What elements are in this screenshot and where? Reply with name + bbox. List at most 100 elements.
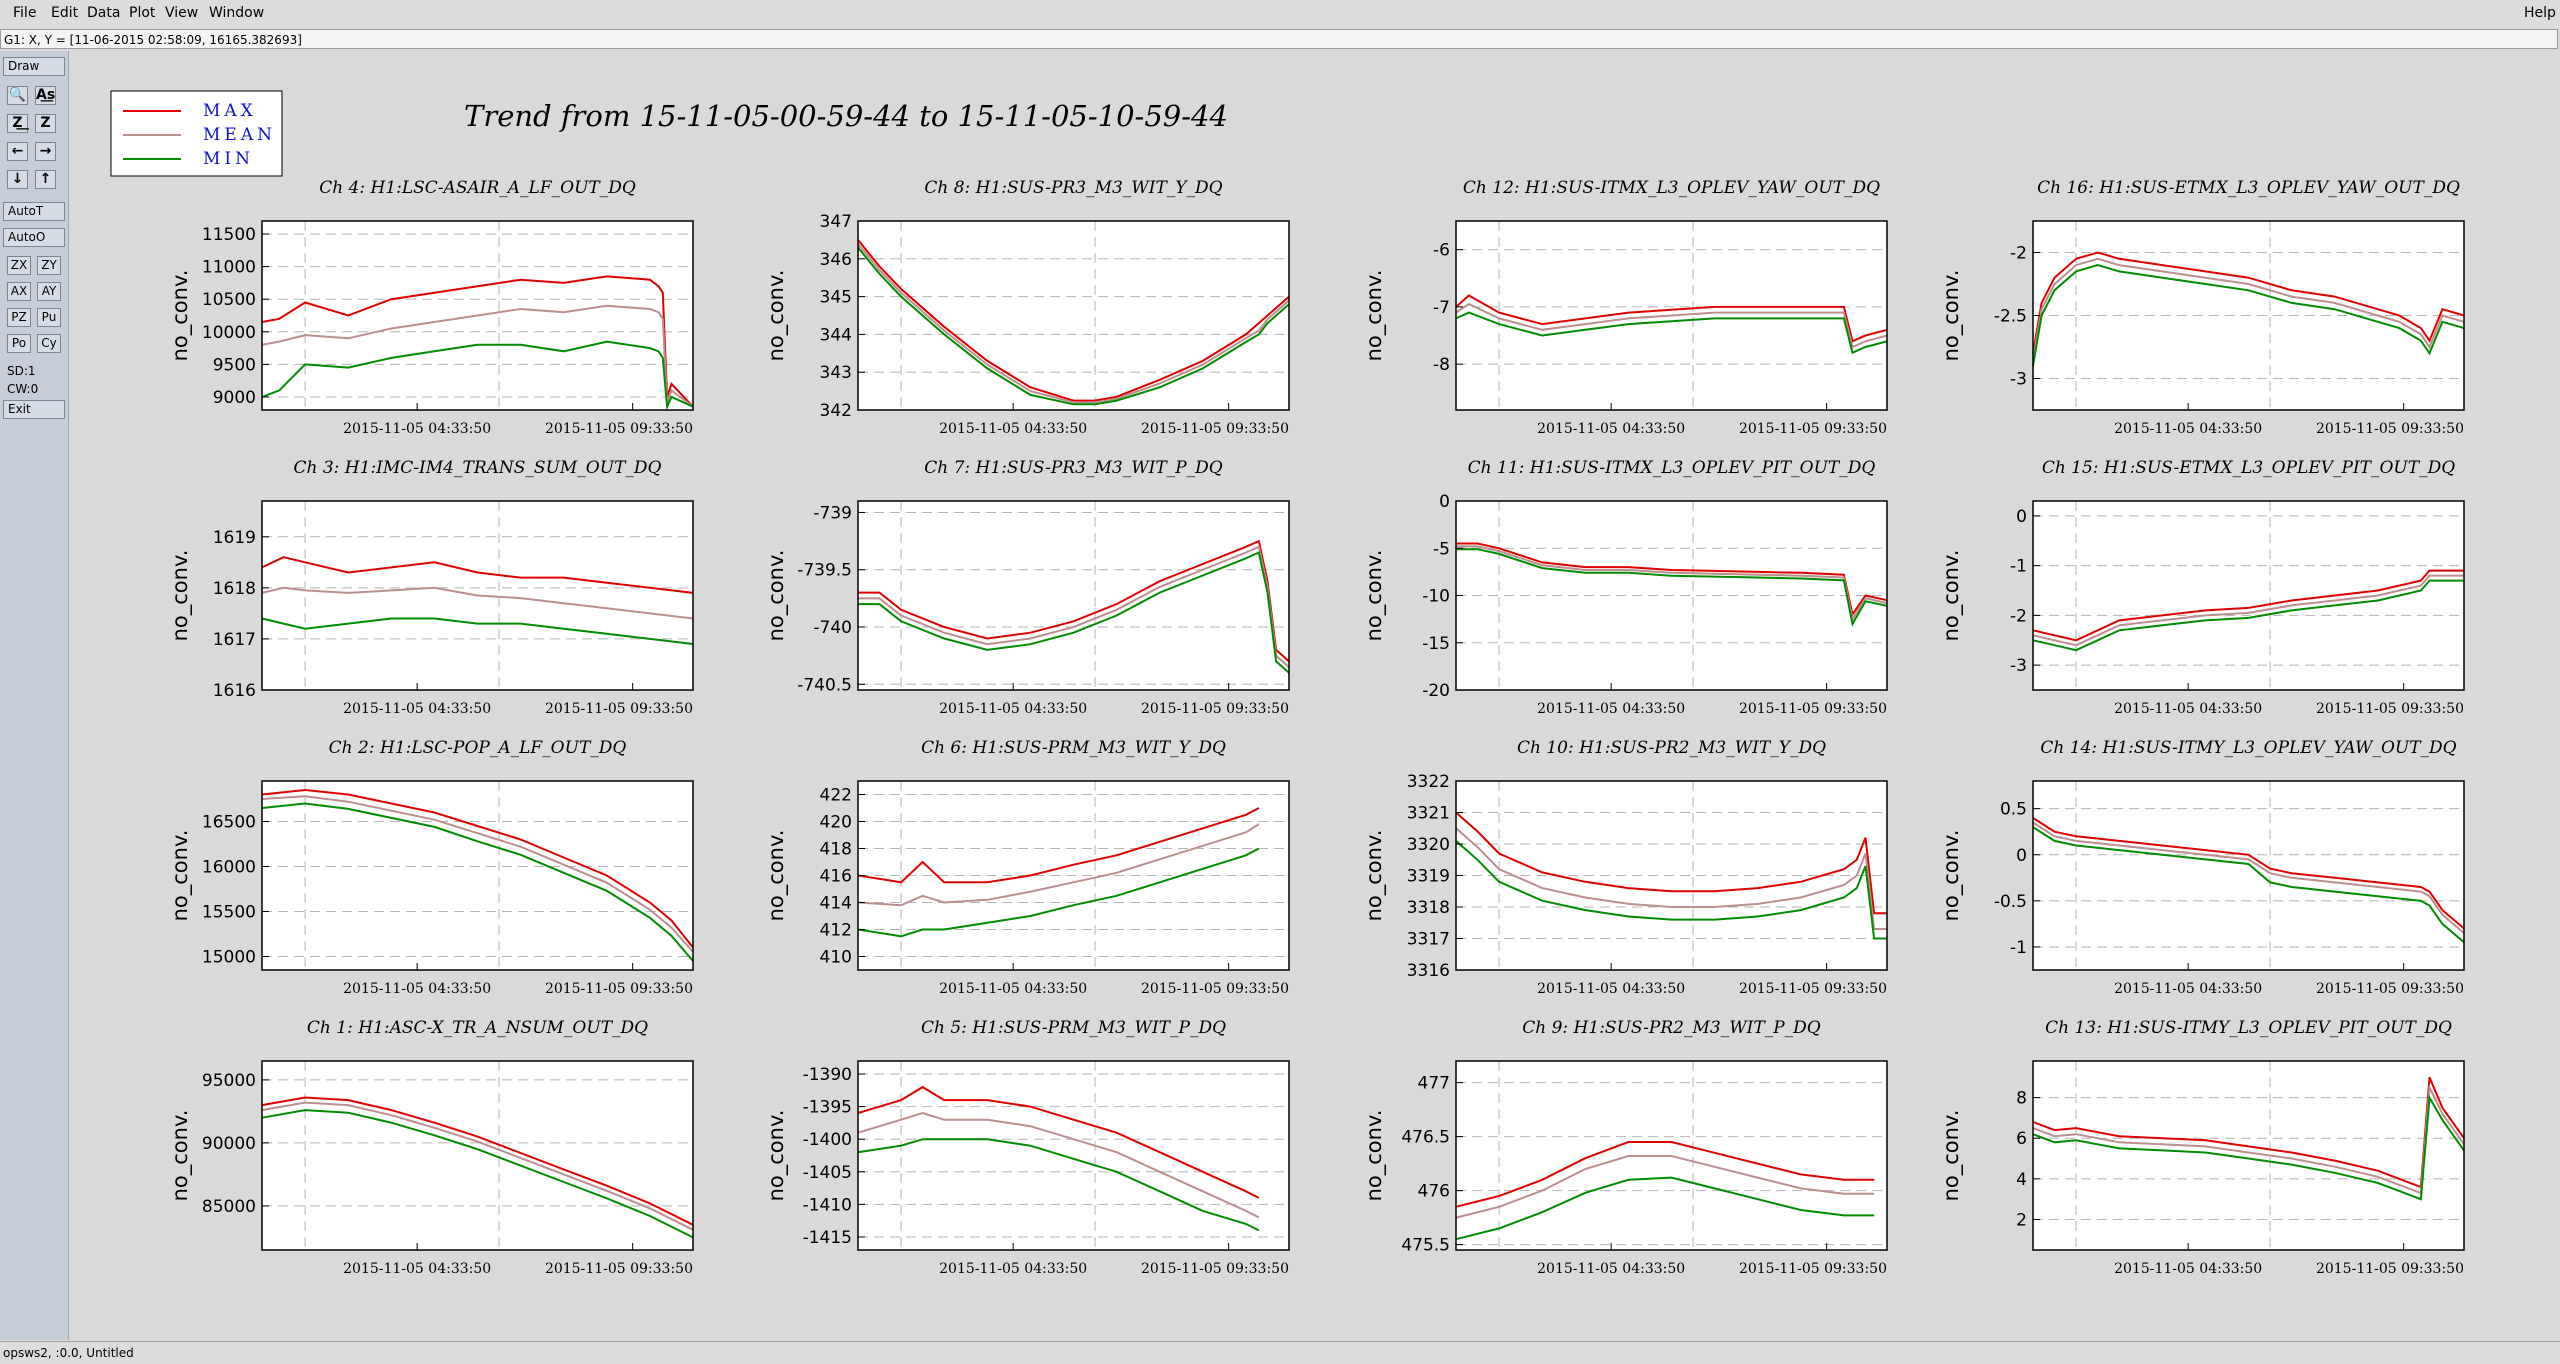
x-tick-label: 2015-11-05 04:33:50 (939, 421, 1087, 437)
y-tick-label: 414 (820, 894, 852, 914)
menu-edit[interactable]: Edit (51, 5, 79, 21)
y-axis-label: no_conv. (1362, 1110, 1387, 1202)
series-line-mean (2032, 257, 2465, 360)
plot-area[interactable]: Trend from 15-11-05-00-59-44 to 15-11-05… (69, 51, 2560, 1340)
y-tick-label: -8 (1433, 355, 1450, 375)
arrow-left-icon[interactable]: ← (7, 142, 28, 161)
series-line-max (261, 1096, 694, 1226)
x-tick-label: 2015-11-05 09:33:50 (1739, 981, 1887, 997)
y-axis-label: no_conv. (1362, 830, 1387, 922)
autoo-button[interactable]: AutoO (3, 228, 65, 247)
window-title: Trend from 15-11-05-00-59-44 to 15-11-05… (464, 99, 1228, 133)
y-tick-label: -10 (1422, 587, 1450, 607)
y-tick-label: 343 (820, 363, 852, 383)
trend-plot[interactable]: 85000 90000 95000 2015-11-05 04:33:50 2015-1… (168, 1018, 694, 1277)
zoom-in-icon[interactable]: Z (35, 114, 56, 133)
pz-button[interactable]: PZ (7, 308, 31, 327)
y-tick-label: 412 (820, 921, 852, 941)
cy-button[interactable]: Cy (37, 334, 61, 353)
trend-plot[interactable]: -20 -15 -10 -5 0 2015-11-05 04:33:50 2015-11-0… (1362, 458, 1888, 717)
trend-plot[interactable]: -8 -7 -6 2015-11-05 04:33:50 2015-11-05 09:3… (1362, 178, 1888, 437)
trend-plot[interactable]: 410 412 414 416 418 420 422 2015-11-05 04:33:50… (764, 738, 1290, 997)
x-tick-label: 2015-11-05 04:33:50 (343, 981, 491, 997)
x-tick-label: 2015-11-05 09:33:50 (2316, 1261, 2464, 1277)
trend-plot[interactable]: -1415 -1410 -1405 -1400 -1395 -1390 2015-11-05… (764, 1018, 1290, 1277)
zoom-out-icon[interactable]: Z͟ (7, 114, 28, 133)
plot-frame (857, 220, 1290, 411)
y-tick-label: 11500 (202, 225, 256, 245)
plot-canvas[interactable]: Trend from 15-11-05-00-59-44 to 15-11-05… (69, 51, 2560, 1340)
plot-title: Ch 9: H1:SUS-PR2_M3_WIT_P_DQ (1522, 1018, 1821, 1038)
x-tick-label: 2015-11-05 04:33:50 (1537, 421, 1685, 437)
series-line-min (857, 847, 1260, 938)
menu-view[interactable]: View (165, 5, 199, 21)
y-tick-label: 6 (2016, 1129, 2027, 1149)
plot-frame (1455, 1060, 1888, 1251)
trend-plot[interactable]: 15000 15500 16000 16500 2015-11-05 04:33:50 2… (168, 738, 694, 997)
plot-background (858, 1061, 1289, 1250)
y-axis-label: no_conv. (764, 830, 789, 922)
plot-background (858, 501, 1289, 690)
trend-plot[interactable]: 1616 1617 1618 1619 2015-11-05 04:33:50 2015-… (168, 458, 694, 717)
y-tick-label: 477 (1418, 1074, 1450, 1094)
y-tick-label: 422 (820, 786, 852, 806)
y-tick-label: 3322 (1407, 772, 1450, 792)
trend-plot[interactable]: -3 -2 -1 0 2015-11-05 04:33:50 2015-11-05 09:… (1939, 458, 2465, 717)
y-tick-label: -2.5 (1994, 307, 2027, 327)
y-tick-label: -3 (2010, 656, 2027, 676)
sd-label: SD:1 (7, 364, 36, 378)
trend-plot[interactable]: 2 4 6 8 2015-11-05 04:33:50 2015-11-05 09:33:… (1939, 1018, 2465, 1277)
x-tick-label: 2015-11-05 09:33:50 (1739, 421, 1887, 437)
menu-plot[interactable]: Plot (129, 5, 156, 21)
x-tick-label: 2015-11-05 04:33:50 (2114, 1261, 2262, 1277)
exit-button[interactable]: Exit (3, 400, 65, 419)
ax-button[interactable]: AX (7, 282, 31, 301)
plot-frame (261, 220, 694, 411)
x-tick-label: 2015-11-05 09:33:50 (545, 1261, 693, 1277)
plot-background (2033, 1061, 2464, 1250)
menu-data[interactable]: Data (87, 5, 121, 21)
arrow-right-icon[interactable]: → (35, 142, 56, 161)
y-tick-label: -1 (2010, 938, 2027, 958)
arrow-down-icon[interactable]: ↓ (7, 170, 28, 189)
series-line-min (261, 1109, 694, 1239)
trend-plot[interactable]: -1 -0.5 0 0.5 2015-11-05 04:33:50 2015-11-05 … (1939, 738, 2465, 997)
ay-button[interactable]: AY (37, 282, 61, 301)
y-axis-label: no_conv. (1362, 550, 1387, 642)
x-tick-label: 2015-11-05 09:33:50 (545, 421, 693, 437)
menu-window[interactable]: Window (209, 5, 265, 21)
y-tick-label: 0 (1439, 492, 1450, 512)
trend-plot[interactable]: 475.5 476 476.5 477 2015-11-05 04:33:50 2015-… (1362, 1018, 1888, 1277)
y-tick-label: 3316 (1407, 961, 1450, 981)
plot-background (2033, 781, 2464, 970)
trend-plot[interactable]: -3 -2.5 -2 2015-11-05 04:33:50 2015-11-05 09… (1939, 178, 2465, 437)
series-line-mean (858, 545, 1290, 668)
y-tick-label: -740 (813, 618, 852, 638)
trend-plot[interactable]: 342 343 344 345 346 347 2015-11-05 04:33:50 201… (764, 178, 1290, 437)
x-tick-label: 2015-11-05 09:33:50 (1141, 981, 1289, 997)
tool-sidebar: Draw 🔍 A͟s Z͟ Z ← → ↓ ↑ AutoT AutoO ZX Z… (0, 51, 69, 1340)
zy-button[interactable]: ZY (37, 256, 61, 275)
series-line-min (2032, 579, 2464, 652)
y-tick-label: -739 (813, 503, 852, 523)
trend-plot[interactable]: -740.5 -740 -739.5 -739 2015-11-05 04:33:50 2… (764, 458, 1290, 717)
autoscale-icon[interactable]: A͟s (35, 86, 56, 105)
legend: MAX MEAN MIN (110, 90, 283, 177)
x-tick-label: 2015-11-05 09:33:50 (545, 701, 693, 717)
legend-label-max: MAX (203, 101, 257, 121)
po-button[interactable]: Po (7, 334, 31, 353)
y-tick-label: 345 (820, 288, 852, 308)
menu-file[interactable]: File (13, 5, 37, 21)
zx-button[interactable]: ZX (7, 256, 31, 275)
trend-plot[interactable]: 3316 3317 3318 3319 3320 3321 3322 2015-11-05 0… (1362, 738, 1888, 997)
menu-help[interactable]: Help (2524, 5, 2556, 21)
y-axis-label: no_conv. (1362, 270, 1387, 362)
zoom-icon[interactable]: 🔍 (7, 86, 28, 105)
draw-button[interactable]: Draw (3, 57, 65, 76)
pu-button[interactable]: Pu (37, 308, 61, 327)
trend-plot[interactable]: 9000 9500 10000 10500 11000 11500 2015-11-05 0… (168, 178, 694, 437)
arrow-up-icon[interactable]: ↑ (35, 170, 56, 189)
autot-button[interactable]: AutoT (3, 202, 65, 221)
y-tick-label: -1395 (803, 1098, 852, 1118)
x-tick-label: 2015-11-05 09:33:50 (1141, 701, 1289, 717)
